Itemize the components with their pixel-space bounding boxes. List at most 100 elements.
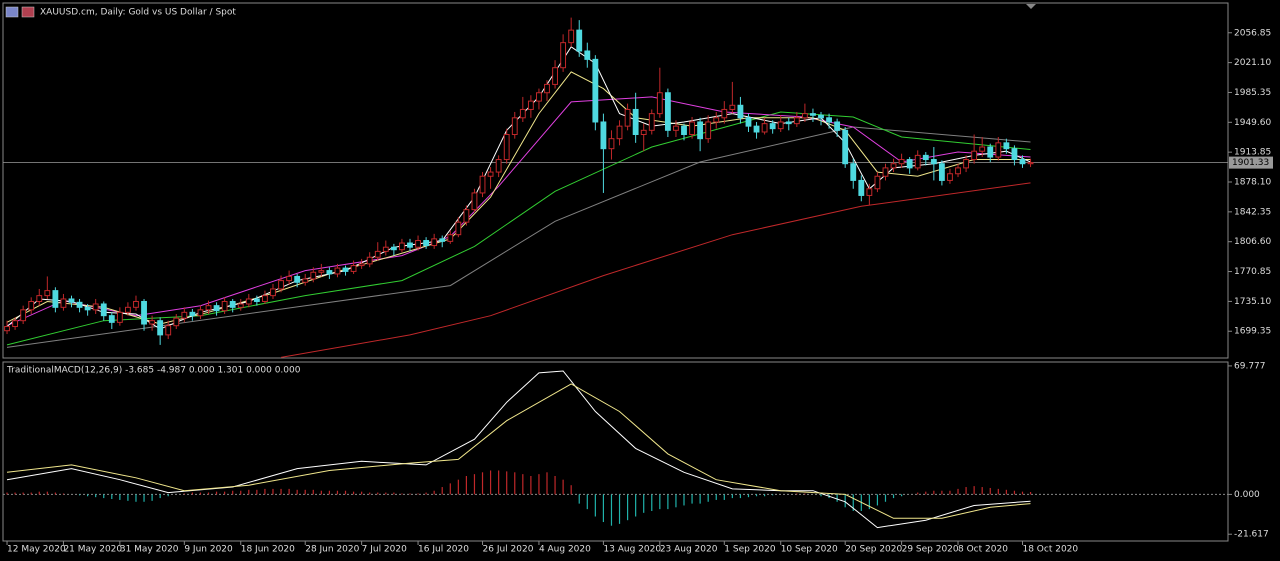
candle-body	[318, 270, 325, 273]
candle-body	[237, 303, 244, 308]
x-tick-label: 23 Aug 2020	[660, 545, 718, 555]
candle-body	[995, 142, 1002, 158]
y-tick-label: 69.777	[1234, 361, 1266, 371]
x-tick-label: 10 Sep 2020	[781, 545, 838, 555]
y-tick-label: 2021.10	[1234, 58, 1271, 68]
candle-body	[947, 173, 953, 181]
candle-body	[842, 129, 849, 165]
candle-body	[157, 320, 164, 336]
candle-body	[850, 163, 857, 181]
candle-body	[415, 240, 421, 248]
candle-body	[890, 163, 897, 169]
candle-body	[390, 246, 397, 251]
candle-body	[374, 250, 381, 258]
x-tick-label: 12 May 2020	[7, 545, 66, 555]
candle-body	[713, 117, 720, 123]
candle-body	[753, 125, 760, 133]
candle-body	[1027, 162, 1034, 165]
candle-body	[955, 167, 961, 175]
candle-body	[197, 309, 204, 317]
candle-body	[640, 129, 647, 135]
candle-body	[1011, 148, 1018, 161]
candle-body	[705, 121, 712, 140]
candle-body	[423, 240, 430, 247]
candle-body	[100, 303, 107, 317]
candle-body	[189, 311, 196, 317]
indicator-line	[6, 71, 1031, 325]
candle-body	[930, 159, 937, 165]
x-tick-label: 4 Aug 2020	[539, 545, 591, 555]
candle-body	[68, 298, 75, 303]
candle-body	[286, 275, 293, 282]
candle-body	[1003, 142, 1010, 150]
candle-body	[576, 29, 583, 52]
candle-body	[36, 295, 43, 302]
candle-body	[592, 58, 599, 123]
candle-body	[858, 179, 865, 196]
candle-body	[906, 159, 913, 169]
flag-icon	[5, 6, 19, 18]
candle-body	[92, 303, 99, 311]
candle-body	[511, 117, 518, 135]
y-tick-label: 1842.35	[1234, 207, 1271, 217]
candle-body	[527, 100, 534, 110]
candle-body	[761, 123, 768, 133]
candle-body	[656, 92, 663, 115]
candle-body	[673, 125, 679, 131]
candle-body	[938, 163, 945, 181]
x-tick-label: 1 Sep 2020	[724, 545, 776, 555]
candle-body	[133, 300, 139, 308]
last-price-label: 1901.33	[1232, 158, 1269, 168]
y-tick-label: 2056.85	[1234, 28, 1271, 38]
candle-body	[979, 146, 986, 152]
candle-body	[729, 104, 736, 110]
y-tick-label: 1770.85	[1234, 267, 1271, 277]
macd-panel-frame	[2, 361, 1229, 542]
x-tick-label: 7 Jul 2020	[362, 545, 407, 555]
candle-body	[326, 270, 333, 275]
candle-body	[213, 305, 220, 312]
candle-body	[141, 300, 147, 325]
candle-body	[898, 159, 905, 165]
candle-body	[399, 242, 405, 251]
candle-body	[407, 242, 413, 248]
candle-body	[447, 234, 454, 242]
y-tick-label: 1735.10	[1234, 297, 1271, 307]
candle-body	[648, 113, 655, 131]
candle-body	[431, 238, 438, 247]
chart-title: XAUUSD.cm, Daily: Gold vs US Dollar / Sp…	[40, 8, 236, 18]
candle-body	[270, 288, 276, 297]
x-tick-label: 18 Oct 2020	[1022, 545, 1078, 555]
candle-body	[60, 298, 67, 308]
candle-body	[253, 298, 260, 302]
candle-body	[874, 175, 881, 190]
candle-body	[503, 133, 510, 161]
x-tick-label: 26 Jul 2020	[483, 545, 534, 555]
y-tick-label: 1949.60	[1234, 118, 1271, 128]
candle-body	[125, 306, 131, 313]
candle-body	[366, 256, 373, 265]
candle-body	[20, 309, 27, 322]
candle-body	[922, 154, 929, 161]
candle-body	[616, 125, 623, 140]
indicator-line	[6, 96, 1031, 327]
x-tick-label: 9 Jun 2020	[184, 545, 233, 555]
candle-body	[963, 159, 969, 169]
candle-body	[536, 92, 542, 102]
candle-body	[560, 42, 567, 69]
y-tick-label: 1913.85	[1234, 148, 1271, 158]
candle-body	[552, 67, 558, 85]
candle-body	[785, 121, 792, 125]
indicator-line	[6, 383, 1031, 519]
x-tick-label: 21 May 2020	[63, 545, 122, 555]
candle-body	[4, 326, 10, 332]
candle-body	[350, 265, 357, 272]
candle-body	[84, 306, 91, 311]
candle-body	[229, 300, 236, 308]
candle-body	[44, 290, 51, 297]
candle-body	[632, 108, 639, 135]
x-tick-label: 8 Oct 2020	[958, 545, 1008, 555]
x-tick-label: 28 Jun 2020	[305, 545, 359, 555]
x-tick-label: 13 Aug 2020	[603, 545, 661, 555]
